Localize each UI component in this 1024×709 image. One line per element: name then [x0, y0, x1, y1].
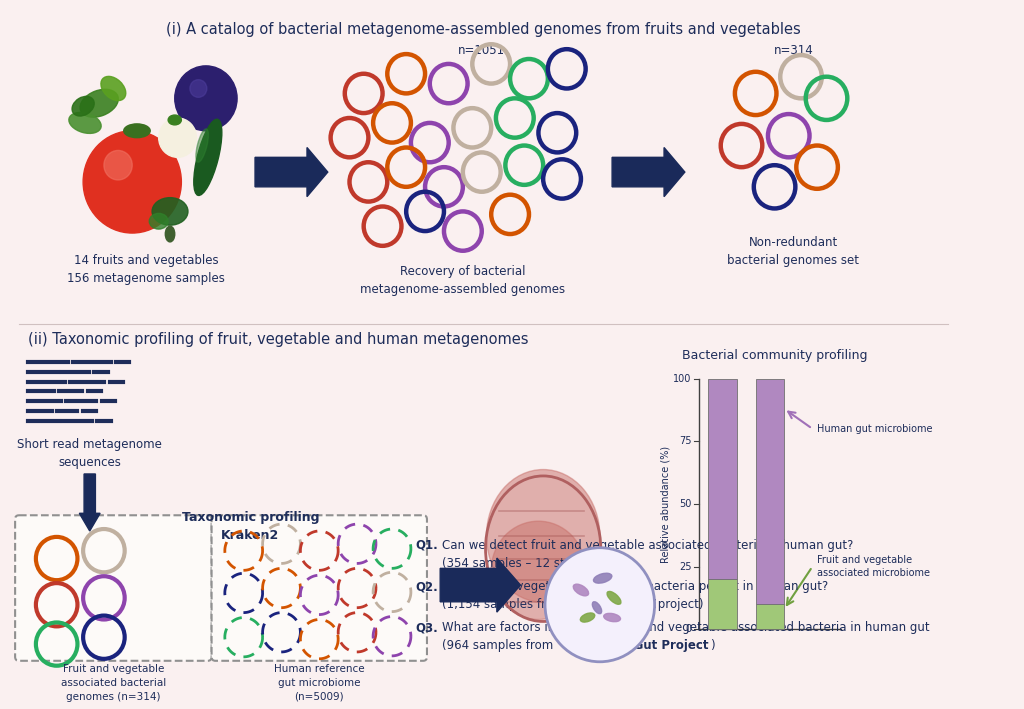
- Text: Human reference
gut microbiome
(n=5009): Human reference gut microbiome (n=5009): [274, 664, 365, 702]
- FancyArrow shape: [612, 147, 685, 196]
- Text: Q1.: Q1.: [416, 539, 438, 552]
- FancyBboxPatch shape: [15, 515, 212, 661]
- Text: Fruit and vegetable
associated microbiome: Fruit and vegetable associated microbiom…: [817, 555, 930, 579]
- Circle shape: [103, 150, 132, 180]
- Ellipse shape: [573, 584, 589, 596]
- Text: Fruit and vegetable
associated bacterial
genomes (n=314): Fruit and vegetable associated bacterial…: [60, 664, 166, 702]
- Ellipse shape: [581, 613, 595, 622]
- Ellipse shape: [153, 198, 188, 225]
- Ellipse shape: [165, 226, 175, 242]
- Text: What are factors influencing fruit and vegetable associated bacteria in human gu: What are factors influencing fruit and v…: [442, 622, 930, 635]
- Circle shape: [175, 66, 238, 130]
- Text: Short read metagenome
sequences: Short read metagenome sequences: [17, 437, 162, 469]
- Text: Bacterial community profiling: Bacterial community profiling: [682, 349, 867, 362]
- Text: (1,154 samples from: (1,154 samples from: [442, 598, 568, 611]
- Ellipse shape: [72, 96, 94, 116]
- Text: 100: 100: [673, 374, 691, 384]
- FancyBboxPatch shape: [212, 515, 427, 661]
- Text: American Gut Project: American Gut Project: [566, 640, 709, 652]
- Ellipse shape: [592, 602, 602, 614]
- Text: (i) A catalog of bacterial metagenome-assembled genomes from fruits and vegetabl: (i) A catalog of bacterial metagenome-as…: [166, 22, 801, 37]
- Text: 25: 25: [679, 562, 691, 571]
- Circle shape: [545, 548, 654, 661]
- Text: (ii) Taxonomic profiling of fruit, vegetable and human metagenomes: (ii) Taxonomic profiling of fruit, veget…: [29, 333, 528, 347]
- Ellipse shape: [492, 521, 586, 620]
- Text: Recovery of bacterial
metagenome-assembled genomes: Recovery of bacterial metagenome-assembl…: [360, 265, 565, 296]
- Bar: [756, 604, 784, 630]
- Text: n=314: n=314: [773, 44, 813, 57]
- Text: Non-redundant
bacterial genomes set: Non-redundant bacterial genomes set: [727, 236, 859, 267]
- Text: Q3.: Q3.: [416, 622, 438, 635]
- Ellipse shape: [604, 613, 621, 622]
- Ellipse shape: [607, 591, 621, 604]
- Ellipse shape: [486, 469, 600, 602]
- Text: (354 samples – 12 studies): (354 samples – 12 studies): [442, 557, 601, 569]
- Ellipse shape: [80, 89, 119, 117]
- Text: (964 samples from: (964 samples from: [442, 640, 557, 652]
- Text: Human gut microbiome: Human gut microbiome: [817, 424, 933, 434]
- Text: DIABIMMUNE: DIABIMMUNE: [569, 598, 657, 611]
- Text: 0: 0: [685, 625, 691, 635]
- Ellipse shape: [168, 115, 181, 125]
- Circle shape: [83, 130, 181, 233]
- Text: project): project): [653, 598, 703, 611]
- FancyArrow shape: [255, 147, 328, 196]
- FancyArrow shape: [440, 558, 520, 612]
- Circle shape: [159, 118, 197, 157]
- Text: 75: 75: [679, 436, 691, 446]
- Ellipse shape: [194, 119, 222, 196]
- FancyArrow shape: [79, 474, 100, 531]
- Text: Do fruit and vegetable associated bacteria persist in human gut?: Do fruit and vegetable associated bacter…: [442, 580, 828, 593]
- Circle shape: [189, 79, 207, 97]
- Ellipse shape: [101, 77, 126, 101]
- Text: Relative abundance (%): Relative abundance (%): [660, 445, 671, 562]
- Bar: [709, 579, 737, 630]
- Text: 14 fruits and vegetables
156 metagenome samples: 14 fruits and vegetables 156 metagenome …: [68, 254, 225, 285]
- Text: ): ): [711, 640, 715, 652]
- Text: Taxonomic profiling
Kraken2: Taxonomic profiling Kraken2: [181, 511, 319, 542]
- Bar: [709, 379, 737, 579]
- Ellipse shape: [124, 124, 151, 138]
- Text: n=1051: n=1051: [458, 44, 505, 57]
- Text: 50: 50: [679, 499, 691, 509]
- Ellipse shape: [69, 113, 101, 133]
- Ellipse shape: [594, 573, 612, 584]
- Text: Q2.: Q2.: [416, 580, 438, 593]
- Ellipse shape: [196, 129, 209, 162]
- Text: Can we detect fruit and vegetable associated bacteria in human gut?: Can we detect fruit and vegetable associ…: [442, 539, 853, 552]
- Ellipse shape: [150, 213, 168, 229]
- Bar: [756, 379, 784, 604]
